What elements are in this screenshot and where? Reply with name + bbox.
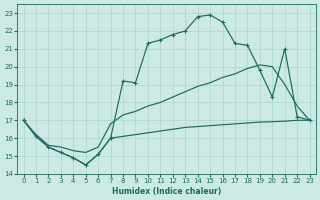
X-axis label: Humidex (Indice chaleur): Humidex (Indice chaleur): [112, 187, 221, 196]
